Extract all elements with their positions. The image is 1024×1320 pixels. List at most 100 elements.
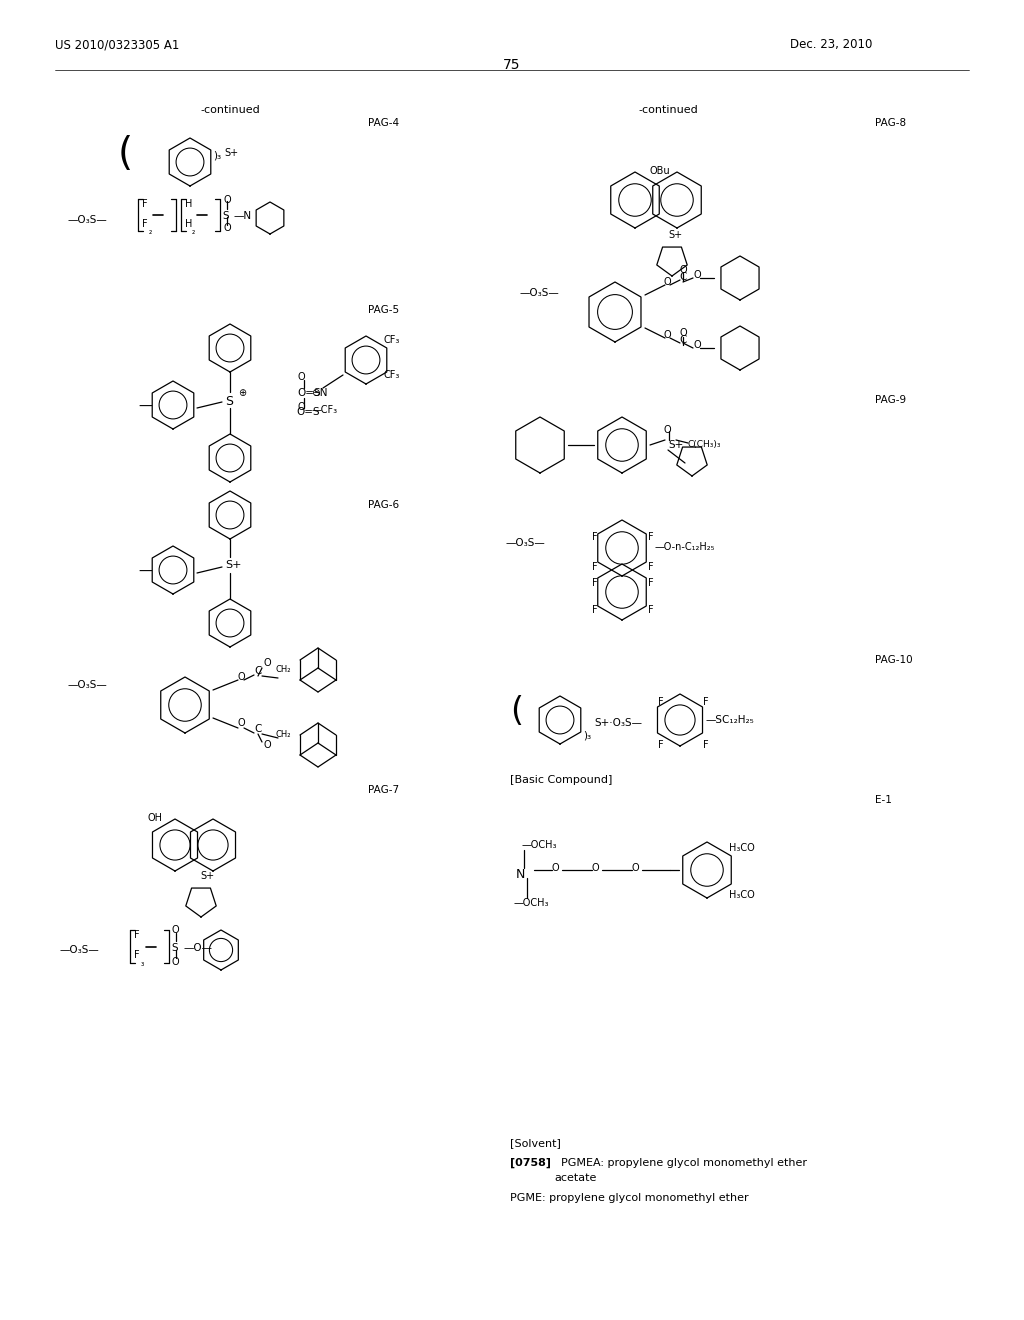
Text: PGMEA: propylene glycol monomethyl ether: PGMEA: propylene glycol monomethyl ether — [554, 1158, 807, 1168]
Text: 75: 75 — [503, 58, 521, 73]
Text: F: F — [648, 605, 653, 615]
Text: F: F — [648, 578, 653, 587]
Text: F: F — [703, 741, 709, 750]
Text: S+: S+ — [668, 230, 682, 240]
Text: O: O — [263, 741, 270, 750]
Text: PAG-9: PAG-9 — [874, 395, 906, 405]
Text: —OCH₃: —OCH₃ — [514, 898, 550, 908]
Text: —O-n-C₁₂H₂₅: —O-n-C₁₂H₂₅ — [655, 543, 716, 552]
Text: F: F — [134, 950, 139, 960]
Text: [Solvent]: [Solvent] — [510, 1138, 561, 1148]
Text: F: F — [134, 931, 139, 940]
Text: —CF₃: —CF₃ — [312, 405, 338, 414]
Text: ₂: ₂ — [193, 227, 196, 236]
Text: F: F — [658, 741, 664, 750]
Text: H: H — [185, 199, 193, 209]
Text: O: O — [592, 863, 600, 873]
Text: —O₃S—: —O₃S— — [68, 215, 108, 224]
Text: H₃CO: H₃CO — [729, 843, 755, 853]
Text: F: F — [648, 562, 653, 572]
Text: PGME: propylene glycol monomethyl ether: PGME: propylene glycol monomethyl ether — [510, 1193, 749, 1203]
Text: O: O — [172, 925, 179, 935]
Text: H: H — [185, 219, 193, 228]
Text: O: O — [694, 271, 701, 280]
Text: F: F — [142, 219, 147, 228]
Text: ₃: ₃ — [141, 960, 144, 968]
Text: F: F — [592, 562, 598, 572]
Text: O: O — [679, 327, 687, 338]
Text: —O₃S—: —O₃S— — [60, 945, 99, 954]
Text: PAG-6: PAG-6 — [368, 500, 399, 510]
Text: ⊖N: ⊖N — [311, 388, 328, 399]
Text: C: C — [679, 335, 686, 345]
Text: C: C — [254, 723, 261, 734]
Text: —O₃S—: —O₃S— — [505, 539, 545, 548]
Text: O: O — [172, 957, 179, 968]
Text: O: O — [298, 403, 305, 412]
Text: US 2010/0323305 A1: US 2010/0323305 A1 — [55, 38, 179, 51]
Text: O: O — [552, 863, 560, 873]
Text: F: F — [658, 697, 664, 708]
Text: PAG-4: PAG-4 — [368, 117, 399, 128]
Text: C(CH₃)₃: C(CH₃)₃ — [688, 440, 722, 449]
Text: S+: S+ — [668, 440, 683, 450]
Text: CH₂: CH₂ — [275, 730, 291, 739]
Text: F: F — [142, 199, 147, 209]
Text: O: O — [263, 657, 270, 668]
Text: O: O — [238, 718, 246, 729]
Text: —SC₁₂H₂₅: —SC₁₂H₂₅ — [706, 715, 755, 725]
Text: O: O — [664, 277, 672, 286]
Text: O=S: O=S — [297, 388, 321, 399]
Text: F: F — [592, 605, 598, 615]
Text: O: O — [298, 372, 305, 381]
Text: PAG-8: PAG-8 — [874, 117, 906, 128]
Text: —O₃S—: —O₃S— — [68, 680, 108, 690]
Text: —: — — [138, 565, 152, 579]
Text: S+·O₃S—: S+·O₃S— — [594, 718, 642, 729]
Text: S: S — [222, 211, 228, 220]
Text: CF₃: CF₃ — [384, 370, 400, 380]
Text: O: O — [632, 863, 640, 873]
Text: F: F — [703, 697, 709, 708]
Text: O: O — [223, 195, 230, 205]
Text: O: O — [664, 425, 672, 436]
Text: —N: —N — [234, 211, 252, 220]
Text: )₃: )₃ — [583, 730, 591, 741]
Text: (: ( — [510, 696, 523, 729]
Text: F: F — [592, 532, 598, 543]
Text: O: O — [679, 265, 687, 275]
Text: ⊕: ⊕ — [238, 388, 246, 399]
Text: S+: S+ — [224, 148, 239, 158]
Text: O: O — [223, 223, 230, 234]
Text: —O₃S—: —O₃S— — [520, 288, 560, 298]
Text: S: S — [171, 942, 177, 953]
Text: -continued: -continued — [200, 106, 260, 115]
Text: )₃: )₃ — [213, 150, 221, 160]
Text: F: F — [648, 532, 653, 543]
Text: S+: S+ — [225, 560, 242, 570]
Text: O: O — [238, 672, 246, 682]
Text: ₂: ₂ — [150, 227, 153, 236]
Text: O=S: O=S — [296, 407, 319, 417]
Text: F: F — [592, 578, 598, 587]
Text: H₃CO: H₃CO — [729, 890, 755, 900]
Text: OH: OH — [147, 813, 162, 822]
Text: N: N — [516, 869, 525, 880]
Text: S+: S+ — [200, 871, 214, 880]
Text: (: ( — [118, 135, 133, 173]
Text: CH₂: CH₂ — [275, 665, 291, 675]
Text: PAG-5: PAG-5 — [368, 305, 399, 315]
Text: -continued: -continued — [638, 106, 698, 115]
Text: —O—: —O— — [183, 942, 212, 953]
Text: OBu: OBu — [650, 166, 671, 176]
Text: E-1: E-1 — [874, 795, 892, 805]
Text: acetate: acetate — [554, 1173, 596, 1183]
Text: [Basic Compound]: [Basic Compound] — [510, 775, 612, 785]
Text: O: O — [664, 330, 672, 341]
Text: PAG-10: PAG-10 — [874, 655, 912, 665]
Text: CF₃: CF₃ — [384, 335, 400, 345]
Text: S: S — [225, 395, 233, 408]
Text: C: C — [679, 272, 686, 282]
Text: Dec. 23, 2010: Dec. 23, 2010 — [790, 38, 872, 51]
Text: —OCH₃: —OCH₃ — [522, 840, 557, 850]
